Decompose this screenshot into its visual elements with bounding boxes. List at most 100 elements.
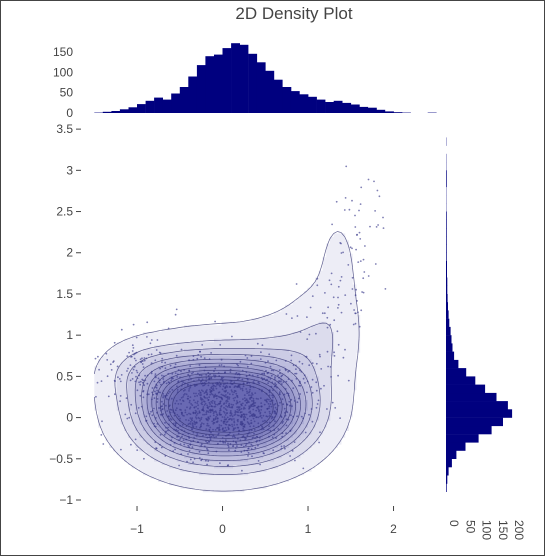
scatter-point <box>384 288 387 290</box>
scatter-point <box>262 420 264 423</box>
scatter-point <box>174 448 177 451</box>
scatter-point <box>240 411 243 413</box>
scatter-point <box>97 355 99 358</box>
scatter-point <box>216 427 218 430</box>
scatter-point <box>181 435 183 438</box>
scatter-point <box>184 411 187 414</box>
scatter-point <box>187 435 190 438</box>
scatter-point <box>233 418 235 420</box>
scatter-point <box>277 381 280 384</box>
top-histogram: 0 50 100 150 <box>53 43 437 120</box>
scatter-point <box>205 440 207 443</box>
scatter-point <box>246 449 249 452</box>
scatter-point <box>114 393 116 396</box>
scatter-point <box>128 416 131 419</box>
scatter-point <box>175 407 178 410</box>
scatter-point <box>213 374 215 376</box>
x-tick-label: 2 <box>390 522 397 536</box>
scatter-point <box>375 226 378 228</box>
scatter-point <box>180 384 183 387</box>
scatter-point <box>236 395 238 397</box>
scatter-point <box>183 430 186 433</box>
scatter-point <box>319 355 321 358</box>
scatter-point <box>161 361 163 363</box>
scatter-point <box>247 447 250 450</box>
scatter-point <box>159 407 162 409</box>
scatter-point <box>192 431 195 434</box>
scatter-point <box>203 392 206 394</box>
scatter-point <box>354 294 357 297</box>
scatter-point <box>225 385 228 387</box>
scatter-point <box>193 380 195 382</box>
histogram-y-bar <box>446 236 447 245</box>
scatter-point <box>232 434 235 436</box>
scatter-point <box>362 277 365 280</box>
scatter-point <box>172 409 174 411</box>
scatter-point <box>221 377 224 380</box>
scatter-point <box>188 375 191 378</box>
scatter-point <box>98 368 100 371</box>
scatter-point <box>208 377 211 380</box>
scatter-point <box>161 405 164 407</box>
scatter-point <box>326 316 329 319</box>
scatter-point <box>200 445 203 447</box>
scatter-point <box>356 233 358 236</box>
scatter-point <box>233 386 236 389</box>
scatter-point <box>264 411 266 414</box>
scatter-point <box>156 339 159 341</box>
scatter-point <box>254 392 257 394</box>
scatter-point <box>206 422 209 425</box>
scatter-point <box>162 395 165 397</box>
scatter-point <box>120 374 123 376</box>
contour-line <box>114 322 334 475</box>
scatter-point <box>362 291 365 294</box>
scatter-point <box>284 414 287 417</box>
scatter-point <box>239 421 242 423</box>
scatter-point <box>205 380 208 383</box>
histogram-x-bar <box>299 94 309 113</box>
scatter-point <box>274 378 276 380</box>
scatter-point <box>253 429 256 431</box>
contour-fill-level <box>157 369 293 445</box>
scatter-point <box>211 420 214 423</box>
scatter-point <box>344 294 347 296</box>
scatter-point <box>164 421 166 424</box>
scatter-point <box>300 370 303 373</box>
scatter-point <box>263 403 266 406</box>
scatter-point <box>219 462 221 464</box>
histogram-y-bar <box>446 228 447 237</box>
scatter-point <box>195 422 198 424</box>
y-tick-label: 1 <box>66 328 73 342</box>
histogram-y-bar <box>446 434 479 443</box>
scatter-point <box>214 376 216 378</box>
scatter-point <box>256 406 259 409</box>
scatter-point <box>205 428 208 430</box>
scatter-point <box>237 384 240 387</box>
scatter-point <box>331 401 334 404</box>
scatter-point <box>272 369 275 372</box>
scatter-point <box>139 380 142 383</box>
scatter-point <box>119 395 122 397</box>
scatter-point <box>143 359 146 362</box>
scatter-point <box>174 423 177 426</box>
scatter-point <box>189 421 192 423</box>
scatter-point <box>228 424 230 426</box>
scatter-point <box>245 375 248 378</box>
scatter-point <box>246 357 249 359</box>
scatter-point <box>292 415 295 418</box>
scatter-point <box>198 450 201 453</box>
scatter-point <box>178 432 180 435</box>
scatter-point <box>256 439 258 442</box>
scatter-point <box>287 378 290 380</box>
scatter-point <box>174 409 177 412</box>
scatter-point <box>328 279 331 282</box>
scatter-point <box>137 407 140 409</box>
scatter-point <box>182 439 185 441</box>
scatter-point <box>299 331 302 333</box>
scatter-point <box>150 372 153 375</box>
right-histogram: 0 50 100 150 200 <box>446 137 526 540</box>
scatter-point <box>282 420 284 423</box>
scatter-point <box>281 383 283 385</box>
scatter-point <box>192 412 195 415</box>
scatter-point <box>224 441 227 444</box>
